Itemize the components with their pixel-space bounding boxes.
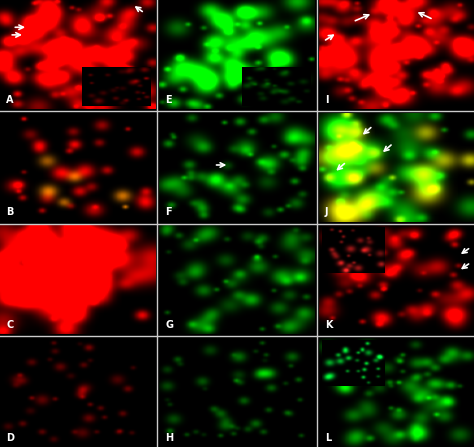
Text: L: L [325,433,331,443]
Text: C: C [6,320,13,330]
Text: I: I [325,95,328,105]
Text: H: H [165,433,173,443]
Text: B: B [6,207,14,217]
Text: F: F [165,207,172,217]
Text: J: J [325,207,328,217]
Text: E: E [165,95,172,105]
Text: K: K [325,320,332,330]
Text: G: G [165,320,173,330]
Text: D: D [6,433,14,443]
Text: A: A [6,95,14,105]
